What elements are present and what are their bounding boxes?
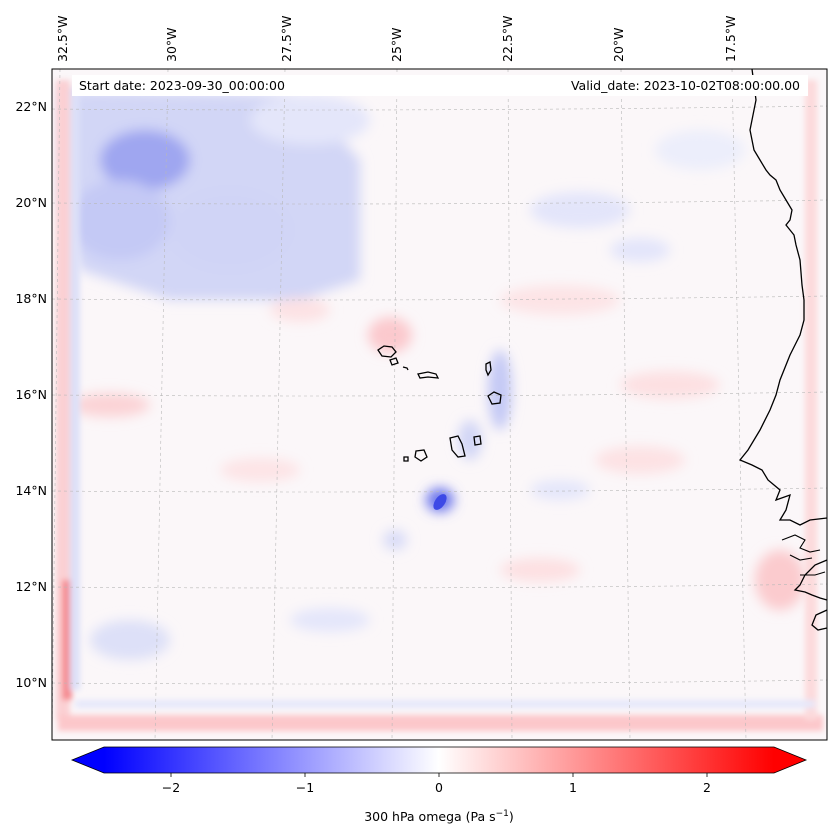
cb-tick-label: −2 — [162, 780, 180, 795]
lon-label: 30°W — [164, 27, 179, 62]
omega-field — [52, 69, 827, 740]
colorbar-body — [104, 747, 774, 773]
island-brava — [403, 456, 409, 462]
colorbar-title: 300 hPa omega (Pa s−1) — [364, 809, 514, 824]
latitude-labels: 22°N 20°N 18°N 16°N 14°N 12°N 10°N — [15, 99, 47, 690]
longitude-labels: 32.5°W 30°W 27.5°W 25°W 22.5°W 20°W 17.5… — [55, 16, 738, 62]
colorbar: −2 −1 0 1 2 300 hPa omega (Pa s−1) — [70, 746, 808, 824]
island-sao-vicente — [389, 357, 399, 366]
lon-label: 27.5°W — [279, 16, 294, 62]
colorbar-low-extend — [72, 747, 104, 773]
lat-label: 16°N — [15, 387, 47, 402]
colorbar-ticks — [170, 773, 708, 777]
start-date-label: Start date: 2023-09-30_00:00:00 — [79, 78, 285, 93]
lat-label: 12°N — [15, 579, 47, 594]
lat-label: 22°N — [15, 99, 47, 114]
colorbar-high-extend — [774, 747, 806, 773]
island-santiago — [449, 435, 466, 458]
valid-date-label: Valid_date: 2023-10-02T08:00:00.00 — [571, 78, 800, 93]
colorbar-outline — [70, 746, 808, 774]
island-maio — [473, 435, 482, 446]
lat-label: 10°N — [15, 675, 47, 690]
map-border — [51, 68, 828, 741]
island-sao-nicolau — [417, 371, 440, 379]
lat-label: 18°N — [15, 291, 47, 306]
cb-tick-label: 1 — [569, 780, 577, 795]
senegal-coast-detail — [781, 534, 826, 576]
lon-label: 25°W — [389, 27, 404, 62]
cb-tick-label: 2 — [703, 780, 711, 795]
cb-tick-label: −1 — [296, 780, 314, 795]
lon-label: 17.5°W — [723, 16, 738, 62]
cape-verde-islands — [377, 345, 502, 462]
island-santa-luzia — [402, 366, 409, 371]
lon-label: 22.5°W — [500, 16, 515, 62]
lon-label: 20°W — [611, 27, 626, 62]
cb-tick-label: 0 — [435, 780, 443, 795]
west-africa-coastline — [738, 68, 828, 631]
island-fogo — [414, 449, 428, 462]
island-boa-vista — [487, 391, 502, 405]
lat-label: 20°N — [15, 195, 47, 210]
lat-label: 14°N — [15, 483, 47, 498]
graticule — [52, 69, 827, 740]
lon-label: 32.5°W — [55, 16, 70, 62]
header-box — [72, 75, 808, 96]
island-santo-antao — [377, 345, 397, 358]
island-sal — [485, 361, 492, 377]
